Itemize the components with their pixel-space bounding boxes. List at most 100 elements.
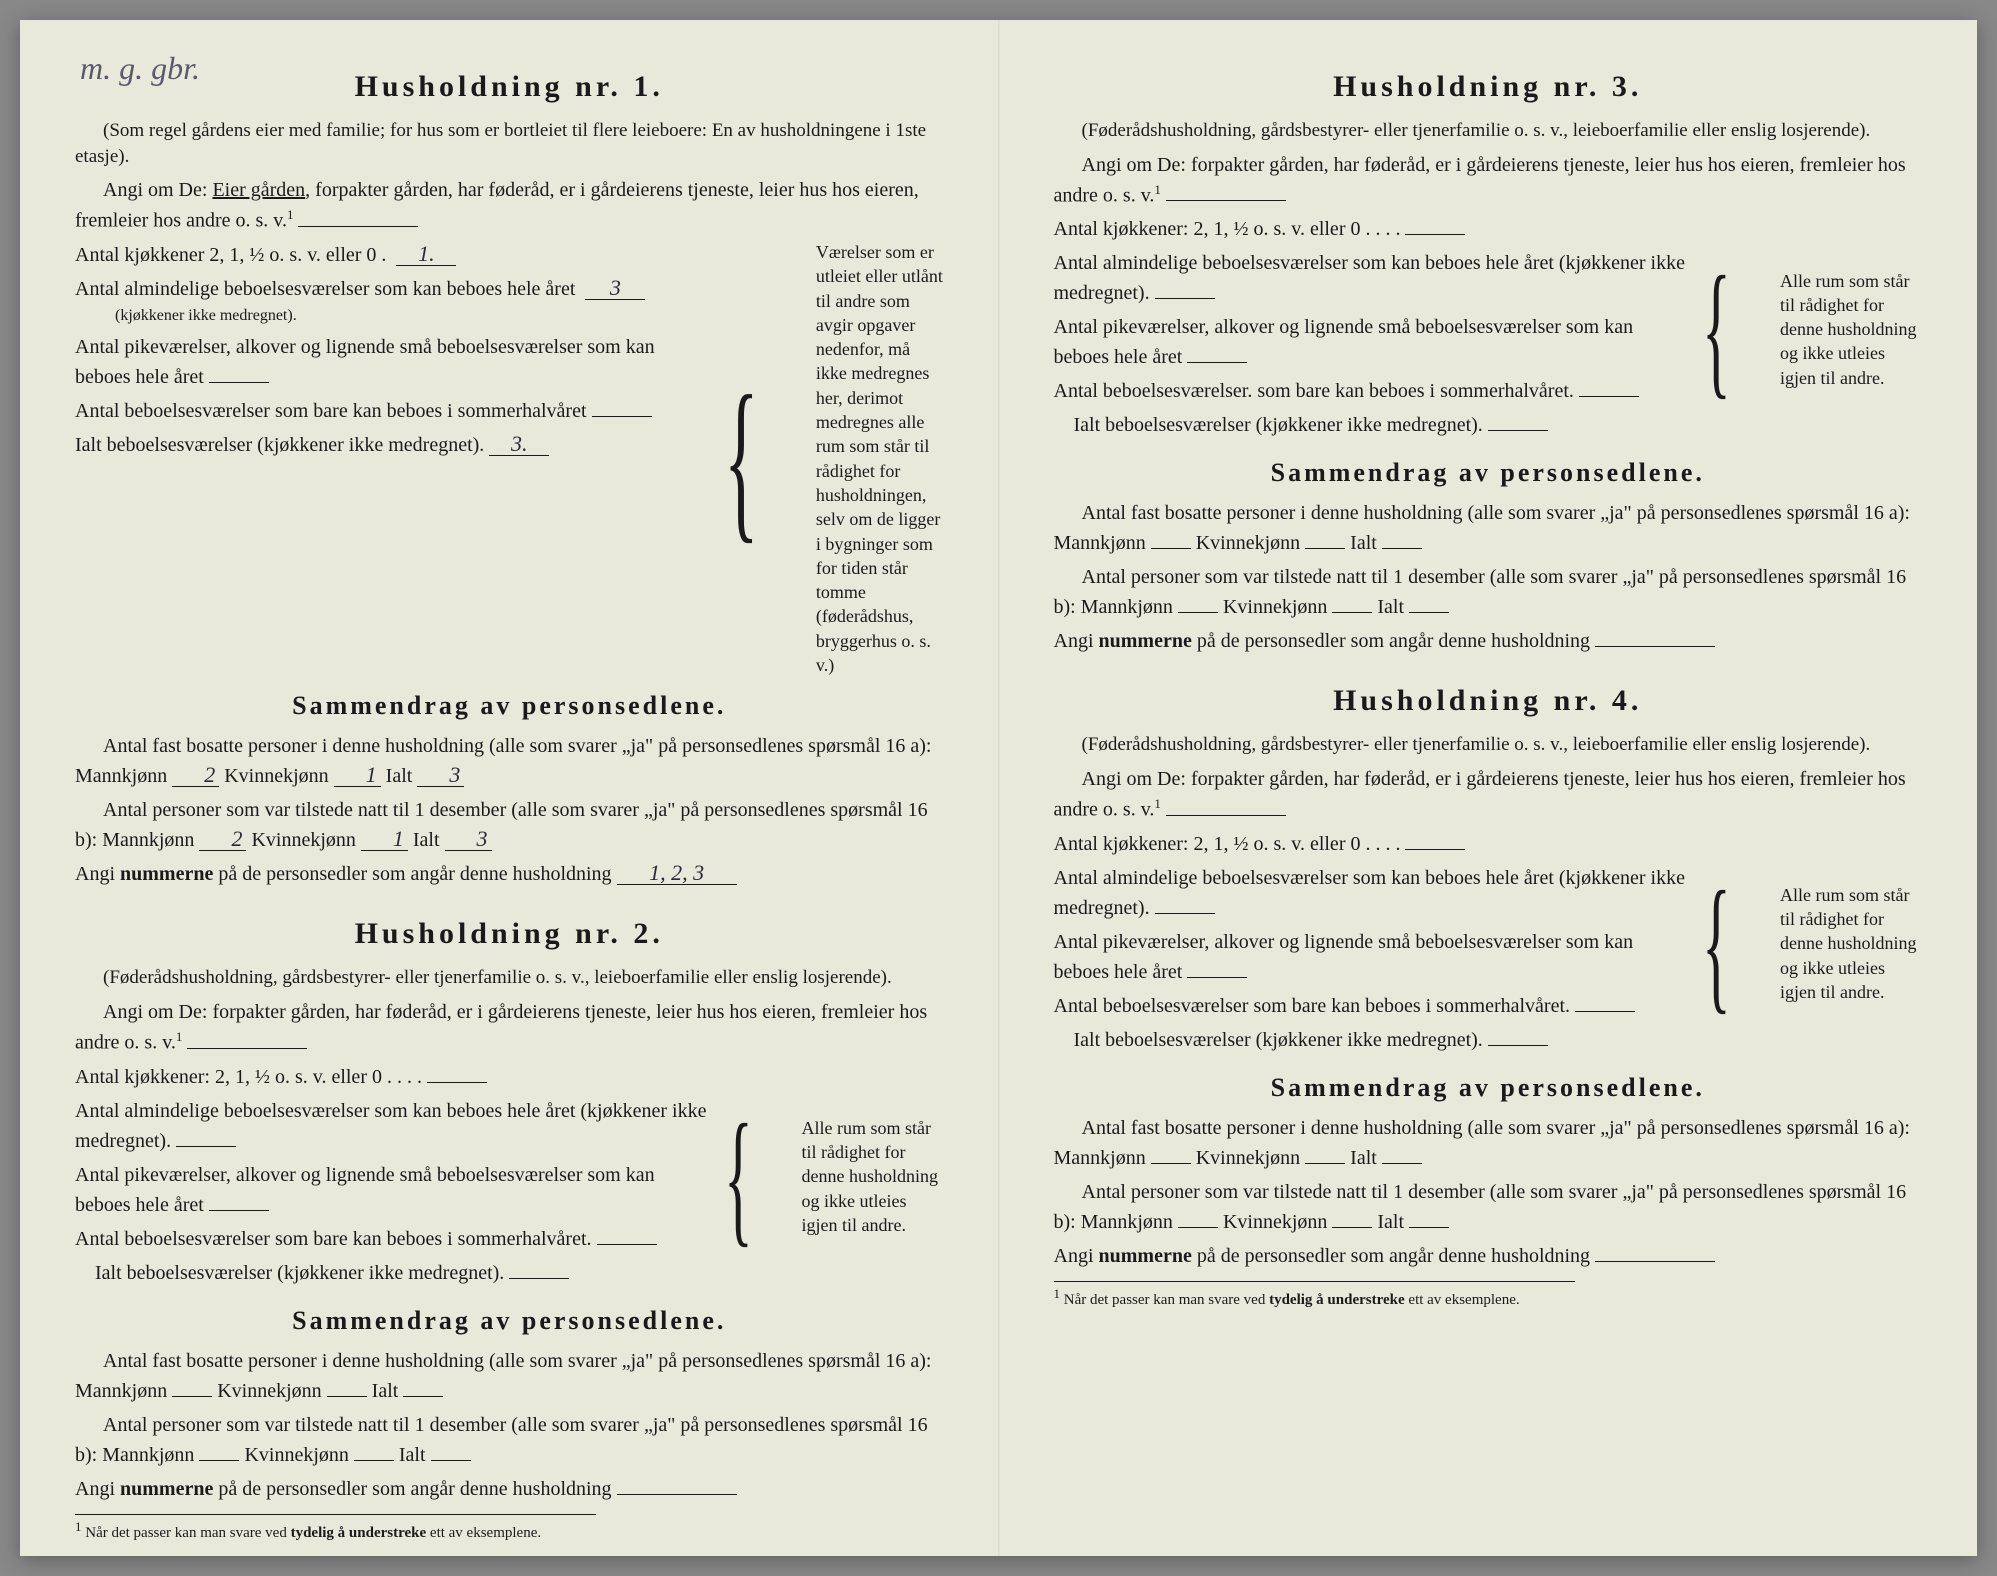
fast-text: Antal fast bosatte personer i denne hush…: [75, 1350, 932, 1402]
ialt-label-b: Ialt: [399, 1444, 426, 1466]
num-b: på de personsedler som angår denne husho…: [218, 863, 611, 885]
rooms-c-value[interactable]: [1579, 396, 1639, 397]
kitchens-value[interactable]: [1405, 234, 1465, 235]
rooms-a-row: Antal almindelige beboelsesværelser som …: [1054, 863, 1687, 923]
household-4: Husholdning nr. 4. (Føderådshusholdning,…: [1054, 684, 1923, 1308]
household-1-heading: Husholdning nr. 1.: [75, 70, 944, 104]
rooms-a-value[interactable]: [1155, 913, 1215, 914]
rooms-a-value[interactable]: [176, 1146, 236, 1147]
angi-blank[interactable]: [1166, 815, 1286, 816]
household-2-rooms-block: Antal kjøkkener: 2, 1, ½ o. s. v. eller …: [75, 1062, 944, 1292]
kitchens-value[interactable]: 1.: [396, 243, 456, 266]
num-val[interactable]: [1595, 1261, 1715, 1262]
kitchens-row: Antal kjøkkener: 2, 1, ½ o. s. v. eller …: [1054, 829, 1687, 859]
angi-sup: 1: [1154, 182, 1161, 197]
num-b: på de personsedler som angår denne husho…: [1197, 630, 1590, 652]
total-row: Ialt beboelsesværelser (kjøkkener ikke m…: [1054, 410, 1687, 440]
right-page: Husholdning nr. 3. (Føderådshusholdning,…: [999, 20, 1978, 1556]
household-3-paren: (Føderådshusholdning, gårdsbestyrer- ell…: [1054, 118, 1923, 144]
kvinne-a[interactable]: [1305, 548, 1345, 549]
mann-a[interactable]: [1151, 548, 1191, 549]
kvinne-b[interactable]: [1332, 1227, 1372, 1228]
num-val[interactable]: [617, 1494, 737, 1495]
num-val[interactable]: 1, 2, 3: [617, 862, 737, 885]
household-2-nummerne: Angi nummerne på de personsedler som ang…: [75, 1474, 944, 1504]
total-value[interactable]: [509, 1278, 569, 1279]
ialt-a[interactable]: [1382, 1163, 1422, 1164]
ialt-b[interactable]: [1409, 1227, 1449, 1228]
ialt-b[interactable]: 3: [445, 828, 492, 851]
brace-icon: {: [724, 369, 759, 549]
mann-a[interactable]: 2: [172, 764, 219, 787]
rooms-c-value[interactable]: [592, 416, 652, 417]
rooms-b-value[interactable]: [1187, 977, 1247, 978]
kvinne-label: Kvinnekjønn: [217, 1380, 321, 1402]
household-4-rooms-left: Antal kjøkkener: 2, 1, ½ o. s. v. eller …: [1054, 829, 1687, 1059]
total-value[interactable]: [1488, 1045, 1548, 1046]
household-3: Husholdning nr. 3. (Føderådshusholdning,…: [1054, 70, 1923, 656]
total-value[interactable]: 3.: [489, 433, 549, 456]
ialt-label-b: Ialt: [413, 829, 440, 851]
fn-text: Når det passer kan man svare ved: [85, 1525, 287, 1541]
household-4-summary-heading: Sammendrag av personsedlene.: [1054, 1073, 1923, 1103]
ialt-b[interactable]: [1409, 612, 1449, 613]
kvinne-b[interactable]: 1: [361, 828, 408, 851]
ialt-a[interactable]: 3: [417, 764, 464, 787]
household-1: Husholdning nr. 1. (Som regel gårdens ei…: [75, 70, 944, 889]
mann-b[interactable]: 2: [199, 828, 246, 851]
rooms-a-value[interactable]: [1155, 298, 1215, 299]
num-b: på de personsedler som angår denne husho…: [218, 1478, 611, 1500]
brace-icon: {: [724, 1102, 753, 1252]
rooms-b-value[interactable]: [1187, 362, 1247, 363]
kitchens-value[interactable]: [1405, 849, 1465, 850]
rooms-a-label: Antal almindelige beboelsesværelser som …: [1054, 252, 1685, 304]
ialt-a[interactable]: [403, 1396, 443, 1397]
kvinne-label-b: Kvinnekjønn: [251, 829, 355, 851]
household-4-brace: { Alle rum som står til rådighet for den…: [1702, 829, 1922, 1059]
kitchens-label: Antal kjøkkener: 2, 1, ½ o. s. v. eller …: [75, 1066, 382, 1088]
household-3-fast-line: Antal fast bosatte personer i denne hush…: [1054, 498, 1923, 558]
ialt-label: Ialt: [386, 765, 413, 787]
kitchens-value[interactable]: [427, 1082, 487, 1083]
household-1-rooms-left: Antal kjøkkener 2, 1, ½ o. s. v. eller 0…: [75, 240, 708, 677]
angi-blank[interactable]: [1166, 200, 1286, 201]
rooms-a-value[interactable]: 3: [585, 277, 645, 300]
rooms-b-row: Antal pikeværelser, alkover og lignende …: [1054, 927, 1687, 987]
rooms-b-row: Antal pikeværelser, alkover og lignende …: [1054, 312, 1687, 372]
mann-b[interactable]: [1178, 1227, 1218, 1228]
rooms-c-value[interactable]: [1575, 1011, 1635, 1012]
rooms-c-row: Antal beboelsesværelser som bare kan beb…: [75, 1224, 708, 1254]
mann-a[interactable]: [1151, 1163, 1191, 1164]
brace-text: Alle rum som står til rådighet for denne…: [1780, 883, 1922, 1004]
angi-prefix: Angi om De:: [1082, 154, 1186, 176]
kvinne-a[interactable]: [1305, 1163, 1345, 1164]
mann-b[interactable]: [1178, 612, 1218, 613]
kvinne-a[interactable]: 1: [334, 764, 381, 787]
footnote-right: 1 Når det passer kan man svare ved tydel…: [1054, 1281, 1575, 1309]
rooms-b-value[interactable]: [209, 382, 269, 383]
num-bold: nummerne: [120, 863, 213, 885]
rooms-c-value[interactable]: [597, 1244, 657, 1245]
kvinne-b[interactable]: [1332, 612, 1372, 613]
tilstede-text: Antal personer som var tilstede natt til…: [1054, 566, 1907, 618]
kvinne-b[interactable]: [354, 1460, 394, 1461]
angi-sup: 1: [1154, 796, 1161, 811]
household-2-fast-line: Antal fast bosatte personer i denne hush…: [75, 1346, 944, 1406]
ialt-a[interactable]: [1382, 548, 1422, 549]
kvinne-a[interactable]: [327, 1396, 367, 1397]
mann-b[interactable]: [199, 1460, 239, 1461]
ialt-label: Ialt: [1350, 1147, 1377, 1169]
household-1-summary-heading: Sammendrag av personsedlene.: [75, 691, 944, 721]
angi-blank[interactable]: [298, 226, 418, 227]
num-a: Angi: [1054, 1245, 1094, 1267]
kitchens-label: Antal kjøkkener: 2, 1, ½ o. s. v. eller …: [1054, 218, 1361, 240]
rooms-a-row: Antal almindelige beboelsesværelser som …: [75, 274, 708, 328]
ialt-b[interactable]: [431, 1460, 471, 1461]
total-value[interactable]: [1488, 430, 1548, 431]
angi-blank[interactable]: [187, 1048, 307, 1049]
rooms-b-value[interactable]: [209, 1210, 269, 1211]
num-val[interactable]: [1595, 646, 1715, 647]
mann-a[interactable]: [172, 1396, 212, 1397]
rooms-b-row: Antal pikeværelser, alkover og lignende …: [75, 1160, 708, 1220]
angi-sup: 1: [176, 1029, 183, 1044]
